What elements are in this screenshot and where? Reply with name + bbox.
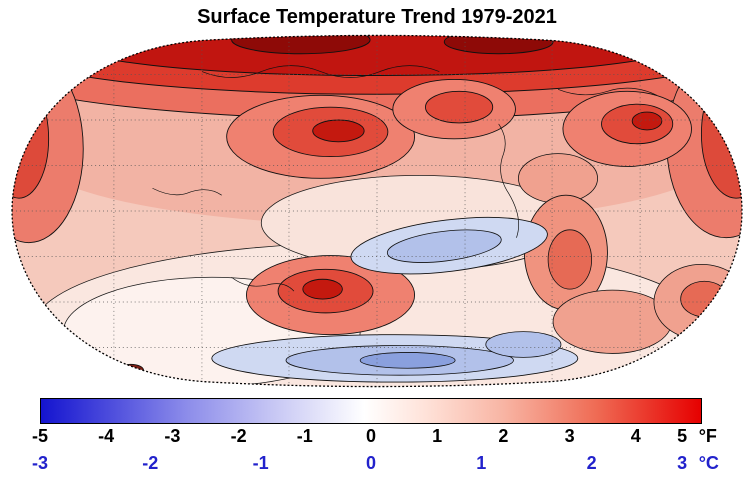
tick-label-f: 4 [630, 426, 641, 446]
tick-label-f: 5 [677, 426, 688, 446]
tick-label-c: -3 [31, 453, 49, 473]
north-pacific-warm-blob [226, 94, 416, 179]
north-america-warm-blob [392, 79, 516, 140]
tick-label-c: 1 [476, 453, 487, 473]
colorbar-ticks-celsius: -3 -2 -1 0 1 2 3 °C [32, 453, 719, 475]
world-map [0, 30, 754, 392]
fahrenheit-unit-label: °F [698, 426, 717, 446]
tick-label-c: 0 [365, 453, 377, 473]
southeast-pacific-cooling-region [350, 216, 548, 275]
europe-warm-blob [562, 90, 692, 167]
tick-label-c: 2 [586, 453, 597, 473]
tick-label-f: -4 [98, 426, 115, 446]
tick-label-f: 3 [564, 426, 575, 446]
figure-title: Surface Temperature Trend 1979-2021 [197, 6, 557, 28]
south-pacific-warm-blob [245, 255, 416, 336]
antarctic-peninsula-warm-spots [104, 363, 144, 383]
tick-label-f: 0 [365, 426, 377, 446]
celsius-unit-label: °C [698, 453, 719, 473]
tick-label-f: -2 [230, 426, 247, 446]
tick-label-f: 1 [432, 426, 443, 446]
tick-label-f: 2 [498, 426, 509, 446]
southern-ocean-cooling-region [211, 331, 579, 383]
colorbar [40, 398, 702, 424]
coastline-contours [152, 65, 658, 292]
colorbar-area: -5 -4 -3 -2 -1 0 1 2 3 4 5 °F -3 -2 -1 0… [32, 398, 719, 475]
tick-label-c: 3 [677, 453, 688, 473]
tick-label-c: -2 [142, 453, 159, 473]
tick-label-f: -1 [296, 426, 313, 446]
tick-label-f: -5 [31, 426, 49, 446]
world-map-svg [11, 34, 743, 388]
tick-label-f: -3 [164, 426, 181, 446]
colorbar-ticks-fahrenheit: -5 -4 -3 -2 -1 0 1 2 3 4 5 °F [32, 426, 717, 448]
tick-label-c: -1 [252, 453, 269, 473]
